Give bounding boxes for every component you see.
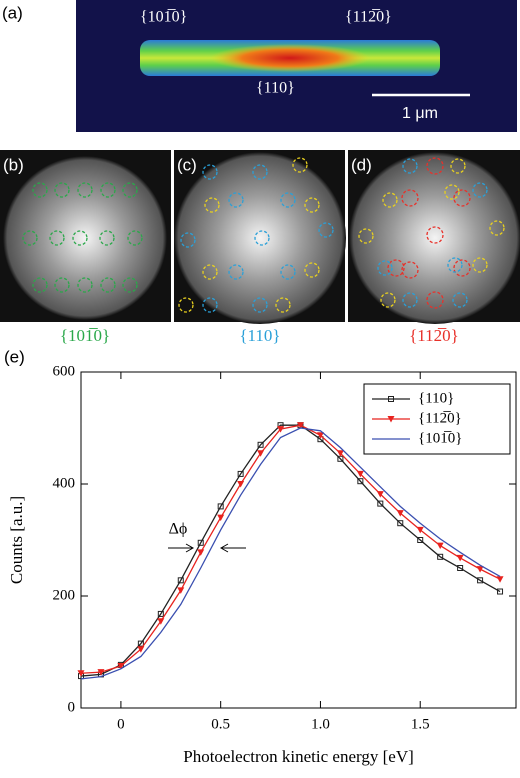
marker bbox=[316, 432, 324, 439]
series-line bbox=[80, 424, 501, 677]
spots bbox=[22, 182, 143, 293]
marker bbox=[217, 503, 224, 510]
marker bbox=[117, 663, 125, 670]
caption: {112̅0} bbox=[409, 326, 459, 345]
facet-label: {110} bbox=[256, 80, 295, 97]
spots bbox=[358, 158, 505, 308]
series-line bbox=[80, 427, 501, 680]
leed-pattern bbox=[174, 152, 346, 324]
panel-label: (d) bbox=[351, 155, 372, 174]
x-tick-label: 0 bbox=[117, 716, 125, 732]
marker bbox=[436, 542, 444, 550]
series-line bbox=[80, 424, 501, 674]
scale-label: 1 μm bbox=[402, 105, 438, 122]
marker bbox=[257, 441, 264, 448]
annotation: Δϕ bbox=[169, 521, 188, 538]
marker bbox=[457, 565, 464, 571]
marker bbox=[376, 491, 384, 498]
marker bbox=[157, 610, 164, 617]
hot-spot bbox=[210, 44, 370, 72]
marker bbox=[456, 554, 464, 562]
panel-label: (a) bbox=[2, 3, 23, 22]
marker bbox=[197, 549, 205, 556]
legend-label: {110} bbox=[418, 390, 454, 406]
x-axis-label: Photoelectron kinetic energy [eV] bbox=[183, 747, 414, 766]
y-tick-label: 400 bbox=[53, 475, 76, 491]
marker bbox=[437, 553, 444, 560]
marker bbox=[237, 481, 245, 488]
spots bbox=[180, 164, 334, 313]
marker bbox=[397, 520, 404, 527]
marker bbox=[97, 669, 105, 676]
marker bbox=[157, 618, 165, 625]
marker bbox=[237, 470, 244, 477]
y-tick-label: 200 bbox=[53, 587, 76, 603]
marker bbox=[296, 422, 304, 429]
marker bbox=[417, 537, 424, 543]
marker bbox=[416, 526, 424, 534]
marker bbox=[496, 576, 504, 583]
spots bbox=[377, 158, 488, 308]
marker bbox=[177, 587, 185, 594]
arrow bbox=[219, 543, 246, 553]
leed-pattern bbox=[349, 152, 520, 324]
marker bbox=[277, 426, 285, 433]
y-tick-label: 600 bbox=[53, 363, 76, 379]
x-tick-label: 1.5 bbox=[411, 716, 430, 732]
x-tick-label: 1.0 bbox=[311, 716, 330, 732]
marker bbox=[497, 588, 504, 595]
plot-frame bbox=[80, 371, 517, 709]
spots bbox=[178, 157, 320, 313]
spots bbox=[387, 157, 471, 309]
caption: {110} bbox=[239, 326, 280, 345]
marker bbox=[377, 500, 384, 507]
marker bbox=[217, 514, 225, 522]
arrow bbox=[168, 543, 195, 553]
caption: {101̅0} bbox=[60, 326, 110, 345]
marker bbox=[387, 416, 395, 423]
legend-label: {112̅0} bbox=[418, 410, 462, 426]
x-tick-label: 0.5 bbox=[211, 716, 230, 732]
y-axis-label: Counts [a.u.] bbox=[7, 496, 26, 584]
marker bbox=[257, 450, 265, 457]
marker bbox=[137, 640, 144, 647]
panel-label: (b) bbox=[3, 155, 24, 174]
legend-label: {101̅0} bbox=[418, 430, 462, 446]
marker bbox=[356, 470, 364, 478]
marker bbox=[476, 566, 484, 573]
marker bbox=[336, 450, 344, 457]
facet-label: {101̅0} bbox=[140, 9, 187, 26]
facet-label: {112̅0} bbox=[345, 9, 392, 26]
marker bbox=[396, 510, 404, 517]
marker bbox=[477, 577, 484, 584]
marker bbox=[77, 670, 85, 677]
panel-label: (e) bbox=[4, 347, 25, 366]
marker bbox=[177, 577, 184, 584]
marker bbox=[137, 646, 145, 653]
panel-label: (c) bbox=[177, 155, 197, 174]
marker bbox=[357, 478, 364, 485]
y-tick-label: 0 bbox=[68, 699, 76, 715]
marker bbox=[388, 396, 394, 402]
marker bbox=[197, 539, 204, 546]
